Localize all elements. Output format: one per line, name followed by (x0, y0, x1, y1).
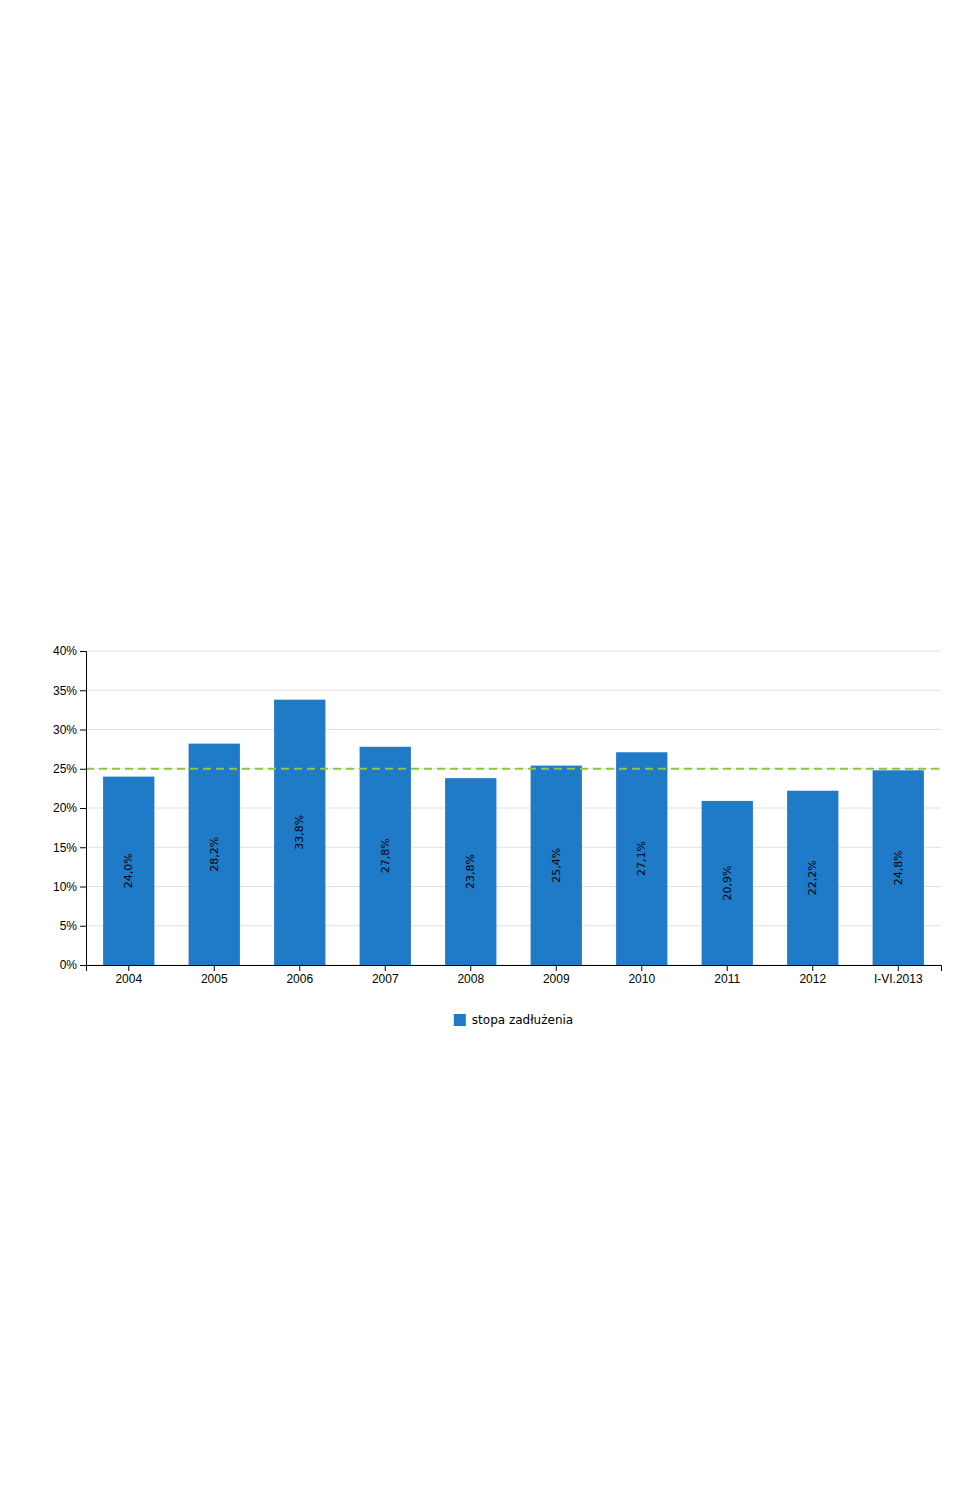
x-tick-label: I-VI.2013 (874, 972, 923, 986)
y-tick: 0% (60, 958, 86, 972)
x-tick-mark (214, 965, 215, 971)
data-label: 25,4% (550, 848, 563, 883)
y-tick-mark (80, 808, 86, 809)
x-tick-label: 2005 (201, 972, 228, 986)
y-tick-label: 5% (60, 919, 78, 933)
data-label: 24,8% (892, 850, 905, 885)
y-tick: 5% (60, 919, 86, 933)
y-tick: 15% (53, 841, 86, 855)
y-tick: 30% (53, 723, 86, 737)
x-tick-mark (385, 965, 386, 971)
x-tick: 2005 (201, 965, 228, 986)
marks (86, 700, 941, 965)
plot: 0%5%10%15%20%25%30%35%40%200420052006200… (53, 644, 942, 985)
x-tick-mark (128, 965, 129, 971)
x-tick: 2011 (714, 965, 740, 986)
bar (787, 791, 838, 965)
grid (86, 651, 941, 965)
bar (445, 778, 496, 965)
y-tick: 20% (53, 801, 86, 815)
y-tick-mark (80, 965, 86, 966)
x-tick-label: 2004 (115, 972, 142, 986)
data-label: 33,8% (293, 815, 306, 850)
x-tick-label: 2007 (372, 972, 399, 986)
bar (873, 770, 924, 965)
y-tick-mark (80, 769, 86, 770)
grid-line (86, 729, 941, 730)
y-tick-label: 35% (53, 684, 77, 698)
y-tick-label: 40% (53, 644, 77, 658)
y-tick-label: 25% (53, 762, 77, 776)
reference-line (86, 768, 941, 770)
x-tick: 2010 (628, 965, 655, 986)
y-axis-line (80, 652, 87, 966)
data-label: 27,1% (635, 841, 648, 876)
y-tick-label: 0% (60, 958, 78, 972)
y-tick-mark (80, 926, 86, 927)
legend-item: stopa zadłużenia (454, 1013, 573, 1027)
bar (531, 766, 582, 965)
bar (616, 752, 667, 965)
y-tick-label: 10% (53, 880, 77, 894)
legend: stopa zadłużenia (454, 1013, 573, 1027)
x-tick-mark (898, 965, 899, 971)
y-tick-label: 30% (53, 723, 77, 737)
x-tick-label: 2012 (799, 972, 826, 986)
y-tick-label: 20% (53, 801, 77, 815)
x-tick: 2008 (457, 965, 484, 986)
y-tick: 10% (53, 880, 86, 894)
bar (360, 747, 411, 965)
y-tick-mark (80, 730, 86, 731)
data-labels: 24,0% 28,2% 33,8% 27,8% 23,8% 25,4% 27,1% 20,9%… (122, 815, 905, 901)
legend-label: stopa zadłużenia (472, 1013, 573, 1027)
data-label: 28,2% (208, 837, 221, 872)
y-tick-mark (80, 847, 86, 848)
x-tick: 2004 (115, 965, 142, 986)
x-tick-mark (299, 965, 300, 971)
x-tick: 2007 (372, 965, 399, 986)
x-tick-label: 2006 (286, 972, 313, 986)
y-tick: 25% (53, 762, 86, 776)
y-axis: 0% 5% 10% 15% 20% 25% 30% 35% 40% (53, 644, 87, 972)
bar (103, 777, 154, 965)
x-tick-label: 2008 (457, 972, 484, 986)
bar (274, 700, 325, 965)
bar-series (103, 700, 924, 965)
x-tick: 2009 (543, 965, 570, 986)
x-tick-mark (641, 965, 642, 971)
chart: 0%5%10%15%20%25%30%35%40%200420052006200… (0, 0, 960, 1496)
data-label: 27,8% (379, 838, 392, 873)
data-label: 24,0% (122, 853, 135, 888)
legend-swatch (454, 1014, 466, 1026)
data-label: 23,8% (464, 854, 477, 889)
data-label: 20,9% (721, 865, 734, 900)
x-tick: I-VI.2013 (874, 965, 923, 986)
grid-line (86, 690, 941, 691)
y-tick-label: 15% (53, 841, 77, 855)
x-tick-label: 2010 (628, 972, 655, 986)
x-tick-mark (812, 965, 813, 971)
x-tick-label: 2009 (543, 972, 570, 986)
x-axis: 2004 2005 2006 2007 2008 2009 2010 2011 2012 I-VI… (87, 965, 942, 986)
y-tick-mark (80, 887, 86, 888)
x-tick: 2012 (799, 965, 826, 986)
bar (189, 744, 240, 965)
x-tick-mark (470, 965, 471, 971)
x-tick: 2006 (286, 965, 313, 986)
y-tick-mark (80, 651, 86, 652)
x-tick-label: 2011 (714, 972, 740, 986)
y-tick: 40% (53, 644, 86, 658)
data-label: 22,2% (806, 860, 819, 895)
bar (702, 801, 753, 965)
x-tick-mark (556, 965, 557, 971)
grid-line (86, 651, 941, 652)
y-tick-mark (80, 690, 86, 691)
x-axis-line (87, 966, 942, 972)
y-tick: 35% (53, 684, 86, 698)
x-tick-mark (727, 965, 728, 971)
